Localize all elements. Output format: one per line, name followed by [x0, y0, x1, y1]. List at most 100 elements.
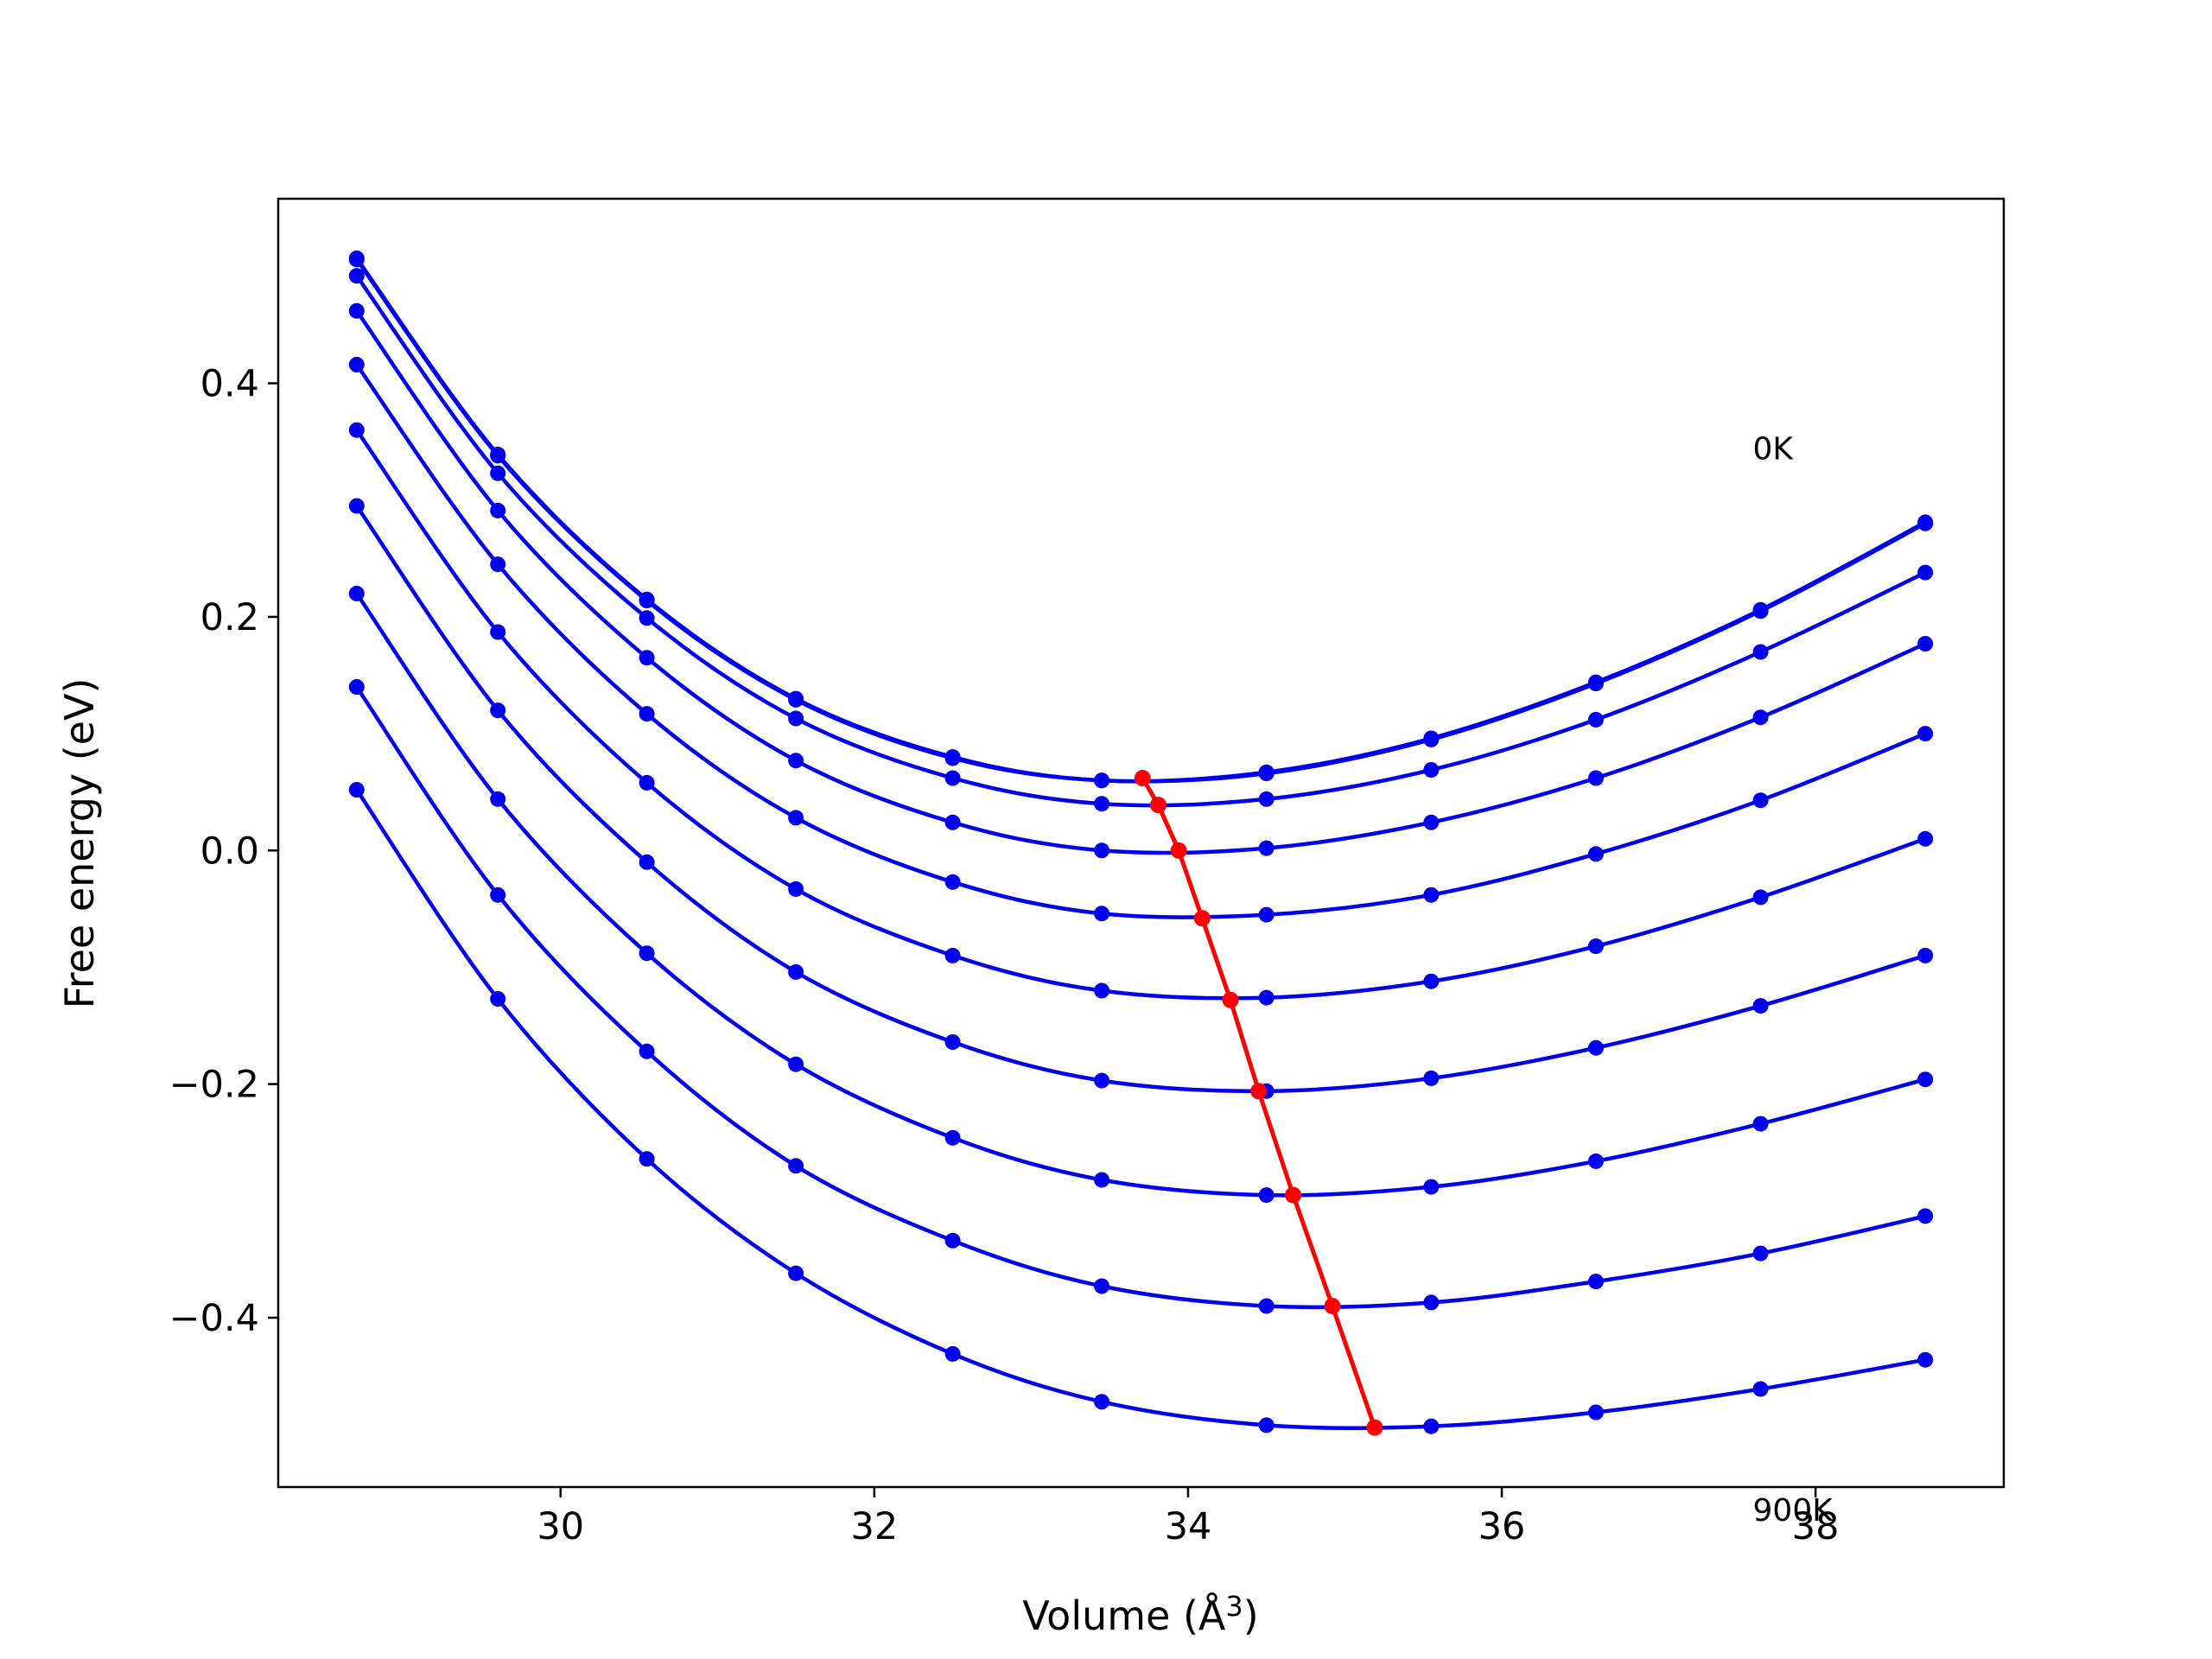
series-4-point-8 — [1588, 846, 1604, 862]
series-4-point-0 — [348, 357, 365, 372]
series-6-point-9 — [1752, 998, 1769, 1014]
minimum-point-2 — [1170, 842, 1187, 859]
series-1-point-10 — [1917, 515, 1934, 531]
series-9 — [348, 782, 1934, 1434]
series-6-point-10 — [1917, 947, 1934, 963]
series-8-point-5 — [1094, 1278, 1110, 1294]
series-5-point-9 — [1752, 889, 1769, 906]
series-5 — [348, 422, 1934, 1006]
series-9-point-3 — [788, 1265, 804, 1281]
series-7-point-9 — [1752, 1116, 1769, 1132]
minimum-point-1 — [1150, 797, 1166, 814]
series-2-point-7 — [1423, 762, 1440, 778]
series-6-point-0 — [348, 498, 365, 514]
series-3-point-6 — [1258, 840, 1274, 856]
series-1-point-5 — [1094, 772, 1110, 789]
series-5-point-0 — [348, 422, 365, 438]
annotation-0: 0K — [1753, 431, 1795, 467]
series-4 — [348, 357, 1934, 923]
series-2-point-2 — [639, 610, 655, 626]
series-6-point-5 — [1094, 1072, 1110, 1089]
x-axis: 30 32 34 36 38 — [537, 1487, 1840, 1548]
x-tick-label-1: 32 — [851, 1505, 899, 1548]
series-8-point-10 — [1917, 1208, 1934, 1224]
series-1 — [348, 251, 1934, 789]
annotations: 0K 900K — [1753, 431, 1834, 1529]
y-tick-label-2: 0.0 — [200, 830, 259, 873]
minimum-point-6 — [1285, 1186, 1302, 1204]
series-6-point-3 — [788, 963, 804, 980]
series-8-point-9 — [1752, 1245, 1769, 1262]
minimum-point-3 — [1193, 910, 1211, 927]
series-7-point-8 — [1588, 1153, 1604, 1169]
series-1-point-0 — [348, 251, 365, 268]
series-8-line — [354, 684, 1928, 1310]
minimum-point-4 — [1222, 991, 1239, 1008]
series-5-point-10 — [1917, 830, 1934, 847]
series-2-point-6 — [1258, 791, 1274, 807]
series-6-line — [354, 504, 1928, 1094]
series-2-point-0 — [348, 268, 365, 284]
series-7-point-4 — [944, 1129, 961, 1146]
series-5-point-3 — [788, 880, 804, 897]
series-5-point-7 — [1423, 973, 1440, 989]
series-8-point-4 — [944, 1232, 961, 1249]
minimum-point-7 — [1324, 1298, 1341, 1314]
minimum-series — [1134, 770, 1383, 1436]
series-6-point-2 — [639, 854, 655, 870]
series-7-point-3 — [788, 1056, 804, 1072]
plot-area — [348, 250, 1934, 1436]
minimum-point-0 — [1134, 770, 1151, 786]
series-8-point-2 — [639, 1043, 655, 1059]
series-1-point-8 — [1588, 676, 1604, 691]
series-3-point-8 — [1588, 770, 1604, 786]
series-1-point-6 — [1258, 766, 1274, 782]
series-2-point-8 — [1588, 711, 1604, 728]
y-tick-label-1: −0.2 — [169, 1064, 259, 1107]
series-7-point-10 — [1917, 1071, 1934, 1088]
series-5-point-4 — [944, 947, 961, 963]
series-2-point-1 — [490, 465, 506, 481]
series-3-point-7 — [1423, 814, 1440, 830]
series-9-point-0 — [348, 782, 365, 798]
series-9-point-5 — [1094, 1394, 1110, 1410]
series-4-line — [354, 362, 1928, 919]
series-9-point-7 — [1423, 1418, 1440, 1434]
series-4-point-10 — [1917, 726, 1934, 742]
series-9-point-8 — [1588, 1404, 1604, 1421]
series-2-point-9 — [1752, 644, 1769, 660]
series-6-point-8 — [1588, 1039, 1604, 1056]
series-7-point-1 — [490, 791, 506, 807]
series-7-point-5 — [1094, 1172, 1110, 1188]
series-3 — [348, 302, 1934, 859]
series-2 — [348, 268, 1934, 812]
series-6-point-1 — [490, 702, 506, 719]
series-6-point-4 — [944, 1034, 961, 1050]
series-4-point-4 — [944, 874, 961, 890]
plot-frame — [276, 197, 2005, 1489]
series-3-point-0 — [348, 302, 365, 319]
minimum-point-8 — [1366, 1419, 1383, 1436]
series-7-point-0 — [348, 585, 365, 601]
series-7-line — [354, 591, 1928, 1198]
series-1-point-7 — [1423, 731, 1440, 747]
series-7-point-7 — [1423, 1179, 1440, 1195]
series-4-point-3 — [788, 810, 804, 826]
x-axis-label-close: ) — [1243, 1592, 1259, 1639]
series-5-point-1 — [490, 624, 506, 640]
series-8 — [348, 679, 1934, 1314]
series-3-point-2 — [639, 650, 655, 666]
series-7 — [348, 585, 1934, 1204]
series-9-point-6 — [1258, 1417, 1274, 1433]
series-5-point-8 — [1588, 938, 1604, 955]
series-2-point-4 — [944, 770, 961, 786]
series-9-point-4 — [944, 1345, 961, 1362]
x-axis-label: Volume (Å3) — [1022, 1590, 1258, 1639]
series-1-point-2 — [639, 593, 655, 608]
x-tick-label-0: 30 — [537, 1505, 584, 1548]
series-1-point-9 — [1752, 603, 1769, 620]
series-3-point-5 — [1094, 842, 1110, 859]
series-8-point-1 — [490, 887, 506, 903]
series-9-point-9 — [1752, 1381, 1769, 1397]
